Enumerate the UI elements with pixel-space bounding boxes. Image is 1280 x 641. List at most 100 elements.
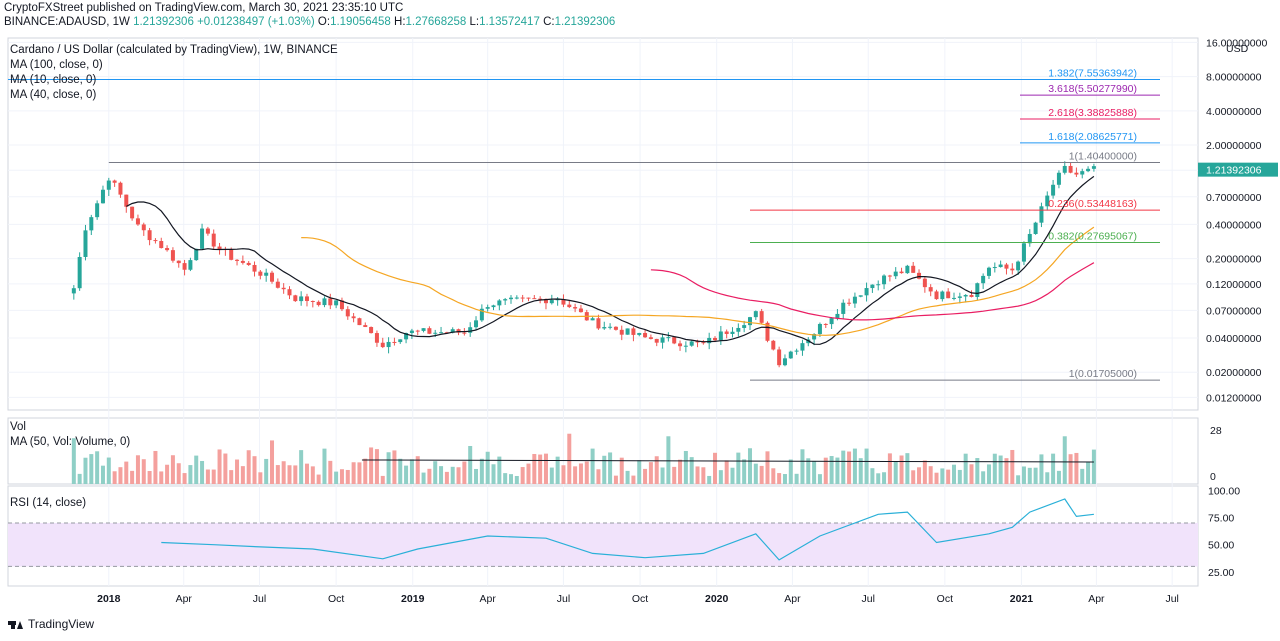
candle-body [718, 331, 723, 341]
volume-bar [672, 466, 677, 484]
volume-bar [602, 455, 607, 484]
volume-bar [1074, 452, 1079, 484]
candle-body [159, 241, 164, 249]
volume-bar [112, 471, 117, 484]
fib-level-label: 3.618(5.50277990) [1048, 83, 1137, 95]
volume-bar [89, 454, 94, 484]
legend-ma10[interactable]: MA (10, close, 0) [10, 74, 97, 86]
candle-body [293, 295, 298, 302]
candle-body [415, 330, 420, 332]
candle-body [299, 296, 304, 302]
volume-bar [339, 469, 344, 484]
volume-bar [258, 472, 263, 484]
volume-bar [334, 471, 339, 484]
candle-body [404, 332, 409, 340]
legend-ma40[interactable]: MA (40, close, 0) [10, 89, 97, 101]
legend-ma100[interactable]: MA (100, close, 0) [10, 59, 103, 71]
fib-level-label: 0.236(0.53448163) [1048, 198, 1137, 210]
volume-bar [946, 469, 951, 484]
volume-bar [532, 453, 537, 484]
candle-body [975, 283, 980, 297]
candle-body [911, 265, 916, 273]
legend-vol-ma[interactable]: MA (50, Vol: Volume, 0) [10, 436, 131, 448]
volume-bar [304, 463, 309, 484]
fib-level-label: 2.618(3.38825888) [1048, 107, 1137, 119]
candle-body [514, 297, 519, 299]
candle-body [969, 294, 974, 297]
volume-bar [742, 459, 747, 484]
candle-body [170, 250, 175, 261]
fib-level-label: 0.382(0.27695067) [1048, 231, 1137, 243]
candle-body [508, 297, 513, 300]
candle-body [753, 311, 758, 318]
volume-bar [130, 470, 135, 484]
time-tick-label: 2018 [97, 593, 121, 605]
volume-bar [870, 468, 875, 484]
volume-bar [217, 449, 222, 484]
brand-label: TradingView [28, 617, 95, 631]
volume-bar [573, 466, 578, 484]
publish-line: CryptoFXStreet published on TradingView.… [4, 2, 404, 14]
candle-body [1004, 264, 1009, 269]
footer: TradingView [8, 617, 94, 631]
candle-body [258, 271, 263, 276]
candle-body [695, 341, 700, 343]
candle-body [503, 299, 508, 301]
volume-bar [474, 468, 479, 484]
price-tick-label: 4.00000000 [1206, 106, 1262, 118]
candle-body [200, 228, 205, 249]
volume-bar [1039, 454, 1044, 484]
low-value: 1.13572417 [479, 16, 540, 28]
candle-body [736, 327, 741, 332]
volume-bar [771, 468, 776, 484]
volume-bar [491, 464, 496, 484]
candle-body [946, 291, 951, 299]
candle-body [240, 260, 245, 263]
volume-bar [293, 465, 298, 484]
volume-bar [514, 475, 519, 484]
candle-body [176, 260, 181, 264]
volume-bar [549, 467, 554, 484]
candle-body [153, 240, 158, 242]
candle-body [1062, 165, 1067, 173]
volume-bar [404, 465, 409, 484]
candle-body [643, 332, 648, 338]
candle-body [608, 326, 613, 328]
volume-bar [141, 459, 146, 484]
volume-bar [1068, 454, 1073, 484]
volume-bar [1056, 470, 1061, 484]
volume-bar [479, 458, 484, 484]
candle-body [788, 351, 793, 359]
volume-bar [707, 475, 712, 484]
volume-bar [1016, 475, 1021, 484]
volume-bar [433, 461, 438, 484]
volume-bar [823, 457, 828, 484]
candle-body [876, 284, 881, 286]
time-tick-label: Apr [480, 593, 497, 605]
legend-vol[interactable]: Vol [10, 421, 26, 433]
candle-body [782, 358, 787, 366]
volume-bar [911, 470, 916, 484]
candle-body [952, 297, 957, 299]
candle-body [648, 337, 653, 339]
volume-bar [806, 458, 811, 484]
volume-bar [794, 473, 799, 484]
volume-bar [724, 460, 729, 484]
volume-bar [538, 454, 543, 484]
candle-body [672, 337, 677, 344]
volume-bar [858, 458, 863, 484]
legend-rsi[interactable]: RSI (14, close) [10, 497, 87, 509]
candle-body [742, 325, 747, 328]
candle-body [217, 246, 222, 250]
rsi-tick-label: 75.00 [1208, 513, 1234, 525]
candle-body [666, 337, 671, 339]
candle-body [713, 337, 718, 341]
volume-bar [1086, 462, 1091, 484]
ohlc-line: BINANCE:ADAUSD, 1W 1.21392306 +0.0123849… [4, 16, 615, 28]
volume-bar [1091, 449, 1096, 484]
volume-bar [643, 468, 648, 484]
volume-bar [561, 465, 566, 484]
candle-body [1045, 195, 1050, 207]
candle-body [188, 260, 193, 270]
